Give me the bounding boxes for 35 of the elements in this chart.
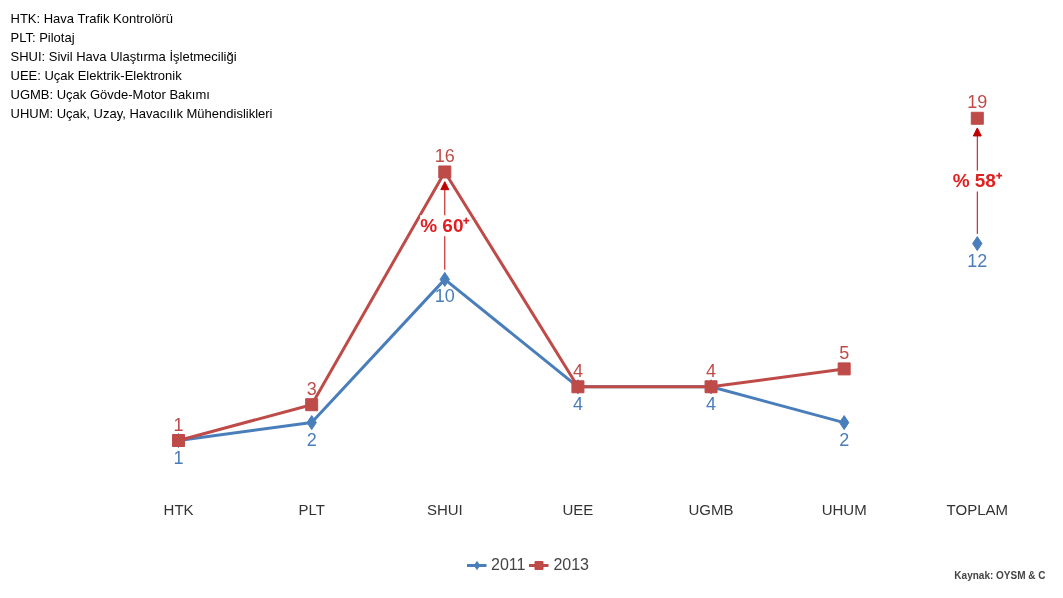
- data-label: 19: [967, 92, 988, 113]
- data-label: 10: [434, 286, 455, 307]
- data-label: 1: [173, 447, 184, 468]
- text: UEE: Uçak Elektrik-Elektronik: [10, 67, 183, 83]
- data-label: 4: [706, 393, 717, 414]
- data-label: 5: [839, 342, 850, 363]
- x-tick-label: SHUI: [426, 501, 463, 519]
- x-tick-label: HTK: [163, 501, 194, 519]
- text: HTK: Hava Trafik Kontrolörü: [10, 10, 174, 26]
- data-label: 2: [306, 429, 317, 450]
- text: SHUI: Sivil Hava Ulaştırma İşletmeciliği: [10, 48, 237, 64]
- x-tick-label: PLT: [298, 501, 325, 519]
- text: Kaynak: OYSM & C: [954, 569, 1046, 581]
- annotation: % 58⁺: [952, 170, 1003, 192]
- point: [837, 362, 851, 376]
- data-label: 3: [306, 378, 317, 399]
- data-label: 12: [967, 250, 988, 271]
- legend-label: 2013: [553, 556, 589, 574]
- data-label: 1: [173, 414, 184, 435]
- point: [438, 165, 452, 179]
- data-label: 4: [572, 393, 583, 414]
- data-label: 4: [572, 360, 583, 381]
- point: [305, 398, 319, 412]
- annotation: UHUM: Uçak, Uzay, Havacılık Mühendislikleri: [10, 105, 273, 121]
- annotation: % 60⁺: [420, 215, 471, 237]
- data-label: 4: [706, 360, 717, 381]
- data-label: 16: [434, 145, 455, 166]
- data-label: 2: [839, 429, 850, 450]
- x-tick-label: UEE: [562, 501, 594, 519]
- legend-label: 2011: [491, 556, 526, 574]
- text: UGMB: Uçak Gövde-Motor Bakımı: [10, 86, 210, 102]
- x-tick-label: UGMB: [688, 501, 734, 519]
- x-tick-label: UHUM: [821, 501, 867, 519]
- x-tick-label: TOPLAM: [946, 501, 1008, 519]
- text: PLT: Pilotaj: [10, 29, 75, 45]
